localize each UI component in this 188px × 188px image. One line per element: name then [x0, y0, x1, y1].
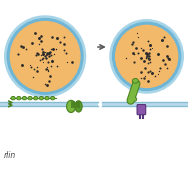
Ellipse shape: [17, 96, 21, 100]
Ellipse shape: [132, 79, 138, 83]
FancyBboxPatch shape: [137, 105, 146, 115]
Ellipse shape: [51, 96, 55, 100]
Text: rlin: rlin: [4, 151, 16, 160]
Ellipse shape: [28, 96, 32, 100]
Ellipse shape: [45, 96, 49, 100]
Circle shape: [10, 22, 80, 91]
Circle shape: [113, 22, 181, 90]
Circle shape: [5, 16, 86, 97]
Bar: [102, 102, 188, 106]
Ellipse shape: [75, 101, 82, 112]
Ellipse shape: [67, 100, 76, 112]
Ellipse shape: [11, 96, 15, 100]
Ellipse shape: [39, 96, 43, 100]
Circle shape: [7, 19, 83, 94]
Circle shape: [110, 20, 183, 93]
Ellipse shape: [34, 96, 38, 100]
Ellipse shape: [132, 97, 137, 101]
Ellipse shape: [22, 96, 27, 100]
Bar: [0, 102, 98, 106]
Circle shape: [116, 25, 178, 87]
